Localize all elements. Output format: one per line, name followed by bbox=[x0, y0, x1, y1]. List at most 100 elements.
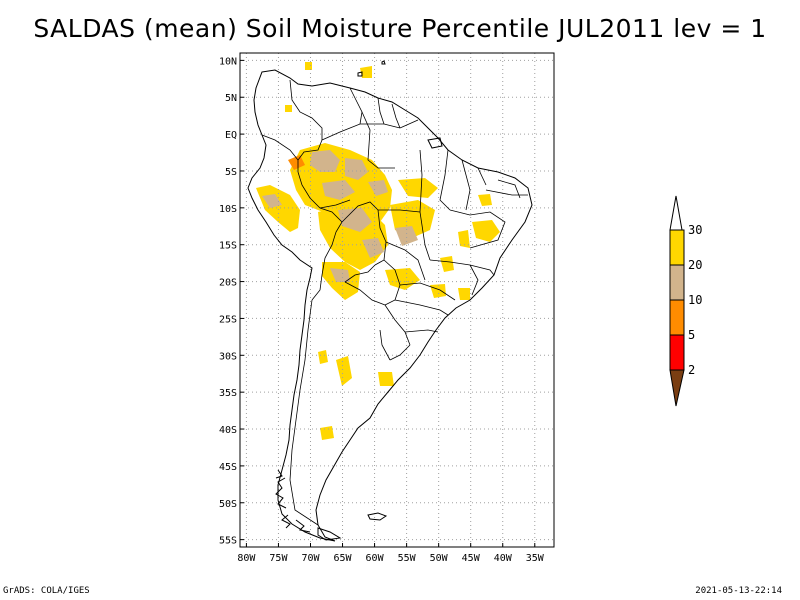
border-para-tocantins bbox=[419, 149, 423, 213]
map-title: SALDAS (mean) Soil Moisture Percentile J… bbox=[33, 14, 767, 43]
country-borders bbox=[261, 79, 528, 526]
tan-patch-goias bbox=[395, 226, 418, 246]
yellow-patch-caribbean bbox=[360, 66, 372, 78]
yellow-patch-sp-3 bbox=[458, 288, 470, 300]
border-bolivia-brazil bbox=[341, 201, 387, 266]
lat-tick-label: 55S bbox=[219, 536, 237, 547]
lon-tick-label: 70W bbox=[301, 553, 320, 564]
colorbar-label-30: 30 bbox=[688, 223, 702, 237]
colorbar-label-5: 5 bbox=[688, 328, 695, 342]
coastline bbox=[247, 60, 533, 542]
lon-tick-label: 35W bbox=[526, 553, 545, 564]
colorbar-below-2-triangle bbox=[669, 369, 685, 407]
lat-tick-label: 25S bbox=[219, 314, 237, 325]
colorbar-2-5 bbox=[669, 334, 685, 371]
lat-tick-label: 15S bbox=[219, 241, 237, 252]
map-plot-area bbox=[240, 53, 554, 547]
border-uruguay-brazil bbox=[389, 344, 411, 361]
chile-archipelago bbox=[275, 469, 311, 533]
lat-tick-label: 5S bbox=[225, 167, 237, 178]
yellow-patch-minas bbox=[440, 256, 454, 272]
border-chile-bolivia-arg bbox=[311, 257, 326, 301]
lat-tick-label: 40S bbox=[219, 425, 237, 436]
yellow-patch-patagonia bbox=[320, 426, 334, 440]
lat-tick-label: 10N bbox=[219, 56, 237, 67]
border-peru-brazil bbox=[297, 171, 343, 223]
border-parana bbox=[394, 299, 449, 316]
colorbar-5-10 bbox=[669, 299, 685, 336]
border-acre-rondonia bbox=[319, 199, 351, 209]
marajo-island bbox=[427, 137, 443, 149]
tan-patch-amazon-2 bbox=[345, 158, 368, 180]
border-arg-brazil bbox=[384, 304, 411, 346]
longitude-axis: 80W 75W 70W 65W 60W 55W 50W 45W 40W 35W bbox=[237, 543, 545, 564]
tan-patch-peru bbox=[262, 194, 282, 208]
yellow-patch-venezuela bbox=[305, 62, 312, 70]
tierra-del-fuego bbox=[317, 527, 342, 541]
border-sao-paulo bbox=[399, 282, 456, 301]
border-mato-grosso-sul bbox=[385, 241, 426, 281]
map-gridlines bbox=[240, 53, 554, 547]
yellow-patch-northeast bbox=[472, 220, 500, 242]
footer-grads-credit: GrADS: COLA/IGES bbox=[3, 586, 90, 596]
border-ne-states bbox=[497, 179, 521, 199]
colorbar-label-20: 20 bbox=[688, 258, 702, 272]
yellow-patch-piaui bbox=[478, 194, 492, 206]
soil-moisture-shading bbox=[256, 62, 500, 440]
south-america-outline bbox=[247, 69, 533, 542]
border-pernambuco bbox=[485, 189, 528, 196]
border-peru-bolivia bbox=[324, 221, 343, 259]
lon-tick-label: 40W bbox=[494, 553, 513, 564]
lat-tick-label: 35S bbox=[219, 388, 237, 399]
border-piaui bbox=[461, 159, 471, 211]
lat-tick-label: 10S bbox=[219, 204, 237, 215]
colorbar-label-2: 2 bbox=[688, 363, 695, 377]
border-colombia-ecuador-peru bbox=[261, 134, 299, 161]
lon-tick-label: 75W bbox=[269, 553, 288, 564]
yellow-patch-tocantins bbox=[398, 178, 438, 198]
lat-tick-label: 20S bbox=[219, 278, 237, 289]
border-bolivia-paraguay bbox=[344, 264, 376, 283]
border-colombia-venezuela bbox=[289, 79, 323, 140]
border-santa-catarina bbox=[404, 329, 439, 333]
border-maranhao bbox=[439, 149, 451, 211]
colorbar-10-20 bbox=[669, 264, 685, 301]
border-ceara bbox=[477, 167, 487, 186]
colorbar-label-10: 10 bbox=[688, 293, 702, 307]
border-colombia-brazil bbox=[297, 139, 323, 172]
border-amazonas-para bbox=[361, 111, 395, 169]
lat-tick-label: EQ bbox=[225, 130, 237, 141]
lon-tick-label: 60W bbox=[366, 553, 385, 564]
colorbar-20-30 bbox=[669, 229, 685, 266]
yellow-patch-argentina-2 bbox=[318, 350, 328, 364]
border-arg-uruguay bbox=[379, 329, 391, 361]
lon-tick-label: 50W bbox=[430, 553, 449, 564]
lat-tick-label: 5N bbox=[225, 93, 237, 104]
border-chile-argentina bbox=[289, 299, 319, 526]
border-espirito-rio bbox=[469, 264, 479, 296]
yellow-patch-colombia bbox=[285, 105, 292, 112]
lat-tick-label: 50S bbox=[219, 499, 237, 510]
tan-patch-amazon-3 bbox=[322, 180, 355, 200]
colorbar-above-30-triangle bbox=[669, 195, 683, 231]
yellow-patch-sp-1 bbox=[385, 268, 420, 290]
tan-patch-amazon-4 bbox=[368, 180, 388, 196]
lon-tick-label: 55W bbox=[398, 553, 417, 564]
lat-tick-label: 45S bbox=[219, 462, 237, 473]
border-goias bbox=[419, 211, 431, 261]
latitude-axis: 10N 5N EQ 5S 10S 15S 20S 25S 30S 35S 40S 45S 50S 55S bbox=[219, 56, 244, 547]
footer-timestamp: 2021-05-13-22:14 bbox=[695, 586, 782, 596]
lon-tick-label: 80W bbox=[237, 553, 256, 564]
border-guyana-suriname bbox=[377, 97, 385, 125]
tan-patch-chaco bbox=[330, 268, 350, 282]
yellow-patch-bahia bbox=[458, 230, 470, 248]
yellow-patch-argentina-1 bbox=[336, 356, 352, 386]
orange-patch-amazon bbox=[288, 155, 305, 170]
lon-tick-label: 45W bbox=[462, 553, 481, 564]
yellow-patch-argentina-3 bbox=[378, 372, 394, 386]
caribbean-island-2 bbox=[381, 60, 386, 65]
tan-patch-amazon-1 bbox=[310, 150, 340, 172]
border-venezuela-guyana bbox=[349, 87, 363, 125]
falkland-islands bbox=[367, 512, 388, 521]
